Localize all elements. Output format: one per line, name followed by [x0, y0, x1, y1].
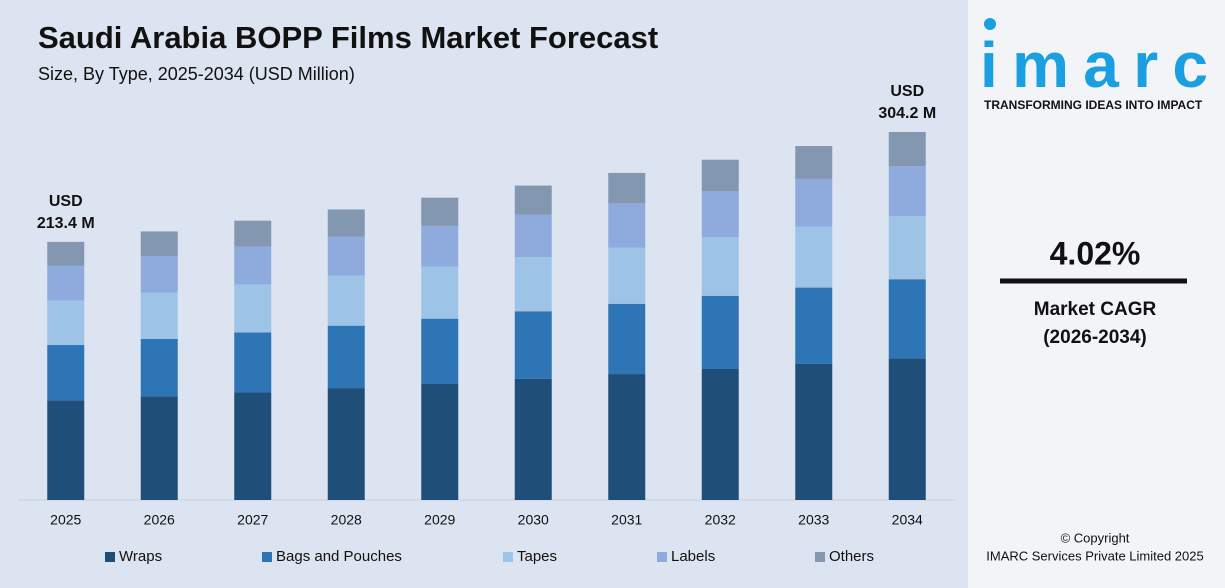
- legend-label: Others: [829, 548, 874, 565]
- bar-segment: [608, 203, 646, 248]
- bar-segment: [608, 303, 646, 375]
- bar-segment: [140, 396, 178, 500]
- bar-segment: [234, 392, 272, 500]
- bar-segment: [234, 220, 272, 247]
- legend-swatch: [105, 552, 115, 562]
- tagline: TRANSFORMING IDEAS INTO IMPACT: [984, 98, 1203, 112]
- bar-segment: [514, 257, 552, 312]
- bar-segment: [47, 300, 85, 346]
- bar-segment: [795, 146, 833, 179]
- bar-segment: [888, 132, 926, 167]
- bar-segment: [608, 172, 646, 204]
- copyright: © Copyright: [1061, 530, 1130, 545]
- x-tick-label: 2031: [611, 512, 642, 528]
- x-tick-label: 2025: [50, 512, 81, 528]
- bar-segment: [140, 256, 178, 293]
- x-tick-label: 2032: [705, 512, 736, 528]
- bar-segment: [327, 209, 365, 237]
- bar-segment: [514, 185, 552, 215]
- bar-segment: [514, 378, 552, 500]
- cagr-label: Market CAGR: [1034, 299, 1157, 320]
- bar-segment: [888, 166, 926, 216]
- bar-segment: [47, 400, 85, 500]
- bar-segment: [421, 266, 459, 319]
- bar-segment: [608, 374, 646, 500]
- side-background: [968, 0, 1225, 588]
- logo-dot: [984, 18, 996, 30]
- bar-segment: [327, 275, 365, 326]
- legend-swatch: [503, 552, 513, 562]
- bar-segment: [47, 241, 85, 266]
- bar-segment: [327, 236, 365, 276]
- x-tick-label: 2030: [518, 512, 549, 528]
- bar-segment: [327, 388, 365, 500]
- chart-subtitle: Size, By Type, 2025-2034 (USD Million): [38, 64, 355, 84]
- x-tick-label: 2034: [892, 512, 923, 528]
- cagr-period: (2026-2034): [1043, 327, 1147, 348]
- total-label: 304.2 M: [878, 105, 936, 122]
- bar-segment: [234, 284, 272, 333]
- bar-segment: [795, 287, 833, 364]
- legend-label: Bags and Pouches: [276, 548, 402, 565]
- bar-segment: [140, 338, 178, 397]
- legend-swatch: [262, 552, 272, 562]
- x-tick-label: 2027: [237, 512, 268, 528]
- x-tick-label: 2026: [144, 512, 175, 528]
- bar-segment: [514, 311, 552, 379]
- bar-segment: [701, 368, 739, 500]
- total-label: USD: [49, 193, 83, 210]
- bar-segment: [327, 325, 365, 389]
- bar-segment: [701, 191, 739, 238]
- bar-segment: [701, 159, 739, 192]
- bar-segment: [140, 292, 178, 339]
- bar-segment: [888, 358, 926, 500]
- bar-segment: [795, 363, 833, 500]
- bar-segment: [795, 178, 833, 227]
- legend-label: Tapes: [517, 548, 557, 565]
- bar-segment: [140, 231, 178, 257]
- legend-swatch: [815, 552, 825, 562]
- x-tick-label: 2029: [424, 512, 455, 528]
- bar-segment: [47, 265, 85, 301]
- bar-segment: [234, 246, 272, 285]
- company: IMARC Services Private Limited 2025: [986, 548, 1203, 563]
- bar-segment: [234, 332, 272, 393]
- bar-segment: [888, 279, 926, 359]
- bar-segment: [47, 345, 85, 401]
- bar-segment: [421, 225, 459, 267]
- bar-segment: [608, 247, 646, 304]
- logo: imarc: [980, 29, 1208, 101]
- total-label: 213.4 M: [37, 215, 95, 232]
- legend-label: Labels: [671, 548, 715, 565]
- bar-segment: [701, 295, 739, 369]
- bar-segment: [701, 237, 739, 296]
- bar-segment: [795, 226, 833, 288]
- chart-title: Saudi Arabia BOPP Films Market Forecast: [38, 20, 658, 55]
- x-tick-label: 2028: [331, 512, 362, 528]
- bar-segment: [888, 215, 926, 280]
- total-label: USD: [890, 83, 924, 100]
- bar-segment: [421, 197, 459, 226]
- x-tick-label: 2033: [798, 512, 829, 528]
- bar-segment: [421, 318, 459, 384]
- legend-label: Wraps: [119, 548, 162, 565]
- cagr-value: 4.02%: [1050, 235, 1141, 271]
- bar-segment: [421, 383, 459, 500]
- legend-swatch: [657, 552, 667, 562]
- bar-segment: [514, 214, 552, 258]
